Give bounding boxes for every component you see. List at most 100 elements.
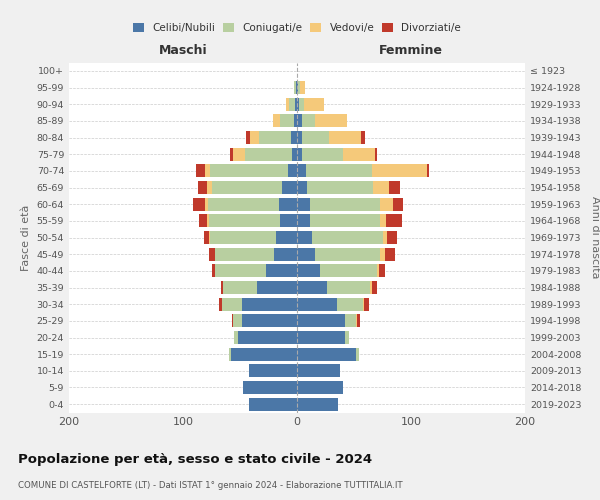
Bar <box>222 298 242 310</box>
Bar <box>242 298 297 310</box>
Bar <box>297 298 337 310</box>
Bar <box>259 131 292 144</box>
Bar <box>257 281 297 294</box>
Bar <box>297 364 340 378</box>
Bar <box>427 164 429 177</box>
Bar <box>280 214 297 228</box>
Bar <box>345 314 356 328</box>
Bar <box>297 331 345 344</box>
Bar <box>297 264 320 278</box>
Bar <box>297 398 338 410</box>
Bar <box>379 264 385 278</box>
Bar <box>297 231 312 244</box>
Bar <box>329 131 361 144</box>
Legend: Celibi/Nubili, Coniugati/e, Vedovi/e, Divorziati/e: Celibi/Nubili, Coniugati/e, Vedovi/e, Di… <box>128 18 466 37</box>
Bar <box>235 331 238 344</box>
Bar <box>209 248 215 260</box>
Y-axis label: Anni di nascita: Anni di nascita <box>590 196 600 279</box>
Bar <box>380 248 385 260</box>
Bar <box>295 98 297 110</box>
Bar <box>302 131 329 144</box>
Bar <box>215 248 274 260</box>
Bar <box>279 198 297 210</box>
Bar <box>289 98 295 110</box>
Bar <box>205 164 211 177</box>
Bar <box>292 131 297 144</box>
Bar <box>212 264 215 278</box>
Bar <box>372 164 427 177</box>
Bar <box>306 164 372 177</box>
Bar <box>277 231 297 244</box>
Bar <box>212 181 282 194</box>
Bar <box>297 248 315 260</box>
Bar <box>249 398 297 410</box>
Bar <box>302 148 343 160</box>
Bar <box>232 314 233 328</box>
Bar <box>211 164 288 177</box>
Bar <box>301 81 305 94</box>
Bar <box>374 148 377 160</box>
Bar <box>297 148 302 160</box>
Bar <box>249 364 297 378</box>
Bar <box>326 281 370 294</box>
Bar <box>297 214 310 228</box>
Bar <box>297 381 343 394</box>
Bar <box>293 81 296 94</box>
Bar <box>211 231 277 244</box>
Bar <box>345 331 349 344</box>
Bar <box>292 148 297 160</box>
Bar <box>393 198 403 210</box>
Bar <box>297 181 307 194</box>
Bar <box>231 348 297 360</box>
Bar <box>266 264 297 278</box>
Bar <box>233 314 242 328</box>
Bar <box>296 81 297 94</box>
Bar <box>337 298 363 310</box>
Bar <box>307 181 373 194</box>
Text: Femmine: Femmine <box>379 44 443 58</box>
Bar <box>273 114 280 128</box>
Bar <box>302 114 315 128</box>
Text: Popolazione per età, sesso e stato civile - 2024: Popolazione per età, sesso e stato civil… <box>18 452 372 466</box>
Bar <box>274 248 297 260</box>
Bar <box>356 348 359 360</box>
Bar <box>203 231 209 244</box>
Bar <box>386 214 402 228</box>
Bar <box>223 281 257 294</box>
Bar <box>280 114 293 128</box>
Bar <box>288 164 297 177</box>
Bar <box>383 231 387 244</box>
Bar <box>293 114 297 128</box>
Bar <box>389 181 400 194</box>
Bar <box>245 148 292 160</box>
Bar <box>298 81 301 94</box>
Bar <box>230 148 233 160</box>
Bar <box>297 164 306 177</box>
Bar <box>207 214 209 228</box>
Bar <box>385 248 395 260</box>
Bar <box>363 298 364 310</box>
Bar <box>310 198 380 210</box>
Bar <box>282 181 297 194</box>
Bar <box>215 264 266 278</box>
Bar <box>196 164 205 177</box>
Bar <box>361 131 365 144</box>
Bar <box>286 98 289 110</box>
Bar <box>310 214 380 228</box>
Bar <box>246 131 250 144</box>
Bar <box>198 181 207 194</box>
Bar <box>358 314 360 328</box>
Bar <box>297 198 310 210</box>
Text: Maschi: Maschi <box>158 44 208 58</box>
Bar <box>238 331 297 344</box>
Bar <box>233 148 245 160</box>
Bar <box>244 381 297 394</box>
Bar <box>380 198 393 210</box>
Bar <box>209 214 280 228</box>
Bar <box>356 314 358 328</box>
Bar <box>297 114 302 128</box>
Bar <box>370 281 372 294</box>
Bar <box>297 348 356 360</box>
Bar <box>315 248 380 260</box>
Bar <box>209 231 211 244</box>
